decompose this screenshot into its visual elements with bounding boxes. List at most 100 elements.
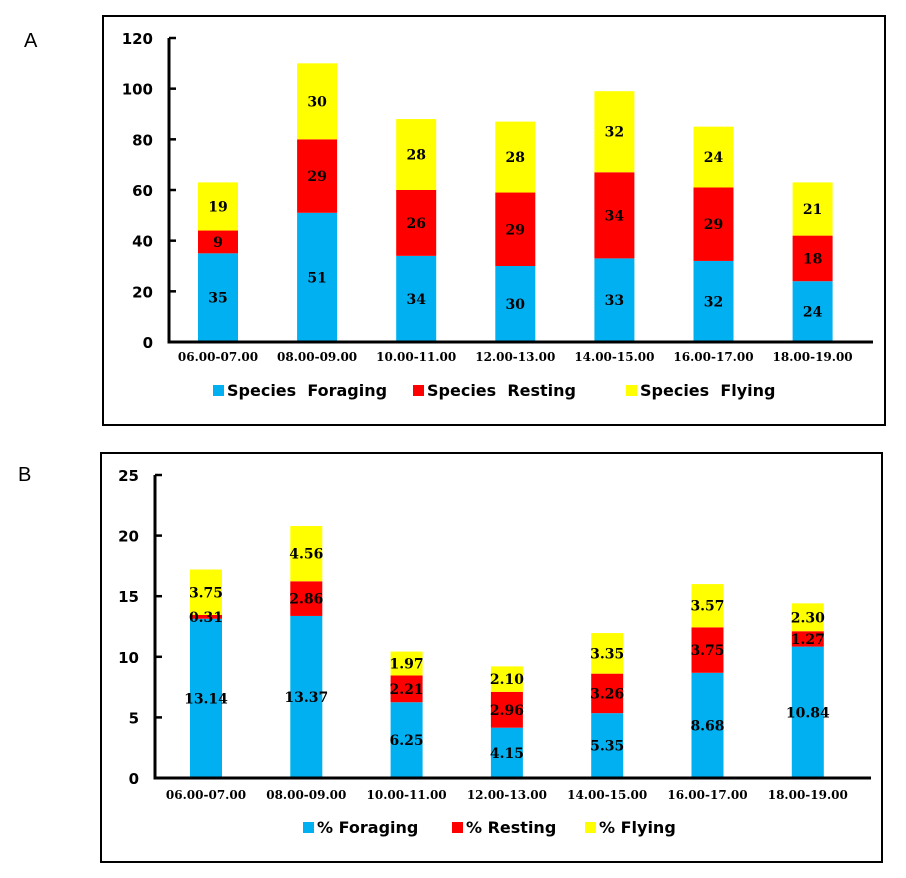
x-tick-label: 06.00-07.00 — [166, 788, 246, 802]
y-tick-label: 40 — [132, 233, 153, 251]
data-label: 5.35 — [590, 739, 624, 755]
data-label: 1.97 — [390, 657, 424, 673]
panel-a-letter: A — [24, 30, 38, 52]
x-tick-label: 14.00-15.00 — [567, 788, 647, 802]
bar-species-resting-1 — [297, 139, 338, 213]
data-label: 21 — [803, 202, 822, 218]
data-label: 4.15 — [490, 746, 524, 762]
legend-swatch-species-flying — [626, 385, 637, 396]
legend-label: Species Foraging — [227, 381, 387, 400]
y-tick-label: 100 — [122, 81, 153, 99]
data-label: 13.37 — [284, 690, 328, 706]
bar-foraging-0 — [190, 618, 222, 778]
data-label: 18 — [803, 251, 822, 267]
x-tick-label: 16.00-17.00 — [673, 350, 753, 364]
legend-label: % Foraging — [317, 818, 418, 837]
data-label: 2.21 — [390, 682, 424, 698]
data-label: 24 — [803, 305, 823, 321]
bar-foraging-2 — [390, 702, 423, 778]
bar-species-flying-3 — [495, 121, 536, 193]
data-label: 26 — [406, 216, 425, 232]
bar-species-foraging-4 — [594, 258, 635, 342]
data-label: 1.27 — [791, 632, 825, 648]
bar-foraging-1 — [290, 615, 323, 778]
chart-b: 13.14 0.31 3.75 13.37 2.86 4.56 6.25 2.21 1.97 4.… — [118, 467, 871, 837]
legend-label: % Resting — [466, 818, 556, 837]
y-tick-label: 25 — [118, 467, 139, 485]
bar-foraging-5 — [691, 672, 724, 778]
bar-flying-2 — [390, 651, 423, 676]
y-tick-label: 120 — [122, 30, 153, 48]
bar-foraging-6 — [791, 646, 824, 778]
bar-species-flying-0 — [198, 182, 238, 231]
data-label: 30 — [506, 297, 526, 313]
legend-swatch-foraging — [303, 822, 314, 833]
bar-species-resting-2 — [396, 190, 437, 256]
data-label: 3.57 — [690, 599, 724, 615]
chart-b-frame — [100, 452, 883, 863]
bar-resting-3 — [490, 691, 523, 728]
x-tick-label: 18.00-19.00 — [768, 788, 848, 802]
panel-b-letter: B — [18, 464, 32, 486]
x-tick-label: 08.00-09.00 — [277, 350, 357, 364]
bar-species-foraging-3 — [495, 266, 536, 342]
bar-flying-0 — [190, 569, 222, 615]
bar-flying-3 — [490, 666, 523, 692]
bar-flying-1 — [290, 526, 323, 582]
data-label: 32 — [605, 125, 624, 141]
x-tick-label: 12.00-13.00 — [475, 350, 555, 364]
legend-label: Species Flying — [640, 381, 775, 400]
x-tick-label: 10.00-11.00 — [367, 788, 447, 802]
data-label: 19 — [208, 199, 227, 215]
x-tick-label: 14.00-15.00 — [574, 350, 654, 364]
y-tick-label: 20 — [118, 528, 139, 546]
bar-resting-6 — [791, 631, 824, 647]
data-label: 29 — [704, 217, 723, 233]
data-label: 3.35 — [590, 646, 624, 662]
legend-label: % Flying — [599, 818, 676, 837]
legend-label: Species Resting — [427, 381, 576, 400]
data-label: 33 — [605, 293, 624, 309]
bar-species-flying-5 — [693, 126, 734, 188]
data-label: 2.86 — [289, 592, 323, 608]
x-tick-label: 16.00-17.00 — [667, 788, 747, 802]
y-tick-label: 10 — [118, 649, 139, 667]
legend: % Foraging % Resting % Flying — [303, 818, 676, 837]
x-tick-label: 08.00-09.00 — [266, 788, 346, 802]
bar-species-flying-2 — [396, 119, 437, 190]
data-label: 2.10 — [490, 672, 524, 688]
x-tick-label: 10.00-11.00 — [376, 350, 456, 364]
data-label: 0.31 — [189, 610, 223, 626]
data-label: 13.14 — [184, 691, 228, 707]
bar-species-flying-1 — [297, 63, 338, 140]
x-tick-label: 18.00-19.00 — [773, 350, 853, 364]
bar-flying-6 — [791, 603, 824, 632]
data-label: 3.26 — [590, 686, 624, 702]
bar-species-foraging-6 — [792, 281, 833, 342]
data-label: 29 — [506, 222, 525, 238]
bar-species-foraging-0 — [198, 253, 238, 342]
bar-species-foraging-5 — [693, 260, 734, 342]
y-tick-label: 0 — [143, 334, 153, 352]
bar-foraging-4 — [591, 713, 624, 778]
data-label: 4.56 — [289, 547, 323, 563]
bar-resting-4 — [591, 673, 624, 714]
bar-resting-5 — [691, 627, 724, 673]
data-label: 2.30 — [791, 610, 825, 626]
bar-resting-1 — [290, 581, 323, 616]
legend-swatch-flying — [585, 822, 596, 833]
y-tick-label: 15 — [118, 588, 139, 606]
bar-species-flying-4 — [594, 91, 635, 173]
y-tick-label: 60 — [132, 182, 153, 200]
bar-foraging-3 — [490, 727, 523, 778]
x-tick-label: 12.00-13.00 — [467, 788, 547, 802]
bar-species-foraging-1 — [297, 212, 338, 342]
legend-swatch-resting — [452, 822, 463, 833]
y-tick-label: 0 — [129, 770, 139, 788]
data-label: 24 — [704, 150, 724, 166]
y-tick-label: 20 — [132, 283, 153, 301]
data-label: 28 — [406, 148, 425, 164]
data-label: 3.75 — [690, 643, 724, 659]
bar-species-resting-4 — [594, 172, 635, 259]
data-label: 6.25 — [390, 733, 424, 749]
